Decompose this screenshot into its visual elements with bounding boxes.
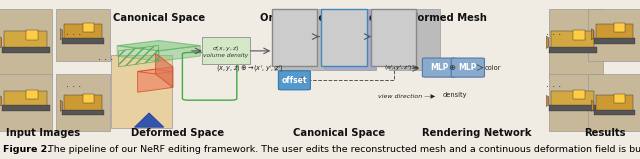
Text: $\sigma(x,y,z)$: $\sigma(x,y,z)$ [212,44,239,53]
Text: Deformed Mesh: Deformed Mesh [399,13,487,23]
FancyBboxPatch shape [274,9,324,70]
Polygon shape [591,100,594,111]
Polygon shape [547,36,549,48]
FancyBboxPatch shape [321,9,367,66]
Bar [551,31,595,48]
Polygon shape [60,29,63,40]
Text: · · ·: · · · [546,30,561,40]
Bar [2,105,50,111]
FancyBboxPatch shape [56,9,110,61]
Text: volume density: volume density [204,53,248,58]
Text: view direction —▶: view direction —▶ [378,93,435,98]
Bar [573,30,585,40]
Text: · · ·: · · · [98,55,113,65]
Polygon shape [117,46,159,61]
Bar [4,91,47,107]
Polygon shape [138,67,173,92]
Polygon shape [156,53,173,87]
Polygon shape [138,69,173,74]
Bar [596,24,633,40]
Text: · · ·: · · · [66,30,81,40]
Bar [63,38,104,44]
Bar [551,91,595,107]
Text: Canonical Space: Canonical Space [293,128,385,138]
Polygon shape [60,100,63,111]
FancyBboxPatch shape [549,74,603,131]
Bar [2,47,50,53]
Polygon shape [0,95,2,107]
Polygon shape [591,29,594,40]
FancyBboxPatch shape [389,9,440,70]
Polygon shape [547,95,549,107]
FancyBboxPatch shape [325,9,376,70]
Bar [83,94,93,103]
Text: Canonical Space: Canonical Space [113,13,205,23]
FancyBboxPatch shape [202,37,250,64]
FancyBboxPatch shape [111,55,172,128]
Bar [614,94,625,103]
FancyBboxPatch shape [588,74,640,131]
Text: color: color [485,65,502,71]
Polygon shape [117,41,200,51]
Bar [4,31,47,48]
Polygon shape [0,36,2,48]
Text: Deformed Space: Deformed Space [131,128,225,138]
FancyBboxPatch shape [549,9,603,77]
FancyBboxPatch shape [0,74,52,131]
Text: · · ·: · · · [546,83,561,92]
Text: $(e^\prime, y^\prime, z^\prime) \rightarrow$: $(e^\prime, y^\prime, z^\prime) \rightar… [384,63,419,73]
FancyBboxPatch shape [0,9,52,77]
Bar [573,90,585,99]
Text: Figure 2.: Figure 2. [3,145,51,154]
Text: User Editing: User Editing [333,13,403,23]
Text: Input Images: Input Images [6,128,81,138]
FancyBboxPatch shape [588,9,640,61]
Polygon shape [159,46,200,61]
Bar [83,23,93,32]
Text: $(x, y, z) \oplus\!\rightarrow\!(x^\prime, y^\prime, z^\prime)$: $(x, y, z) \oplus\!\rightarrow\!(x^\prim… [216,64,284,76]
Bar [65,24,102,40]
Text: · · ·: · · · [66,83,81,92]
FancyBboxPatch shape [451,58,484,77]
Bar [26,90,38,99]
FancyBboxPatch shape [371,9,416,66]
Text: $\oplus$: $\oplus$ [449,63,456,72]
Text: The pipeline of our NeRF editing framework. The user edits the reconstructed mes: The pipeline of our NeRF editing framewo… [45,145,640,154]
Bar [65,95,102,111]
FancyBboxPatch shape [278,71,310,90]
Bar [594,38,636,44]
Bar [549,47,597,53]
Polygon shape [134,113,164,127]
Bar [614,23,625,32]
Text: MLP: MLP [430,63,448,72]
Text: density: density [442,92,467,98]
Bar [596,95,633,111]
Bar [63,110,104,115]
FancyBboxPatch shape [272,9,317,66]
Text: Original Mesh: Original Mesh [260,13,339,23]
Bar [594,110,636,115]
Bar [549,105,597,111]
Text: Rendering Network: Rendering Network [422,128,532,138]
Text: MLP: MLP [459,63,477,72]
FancyBboxPatch shape [56,74,110,131]
FancyBboxPatch shape [422,58,456,77]
Text: offset: offset [282,76,307,85]
Bar [26,30,38,40]
Text: Results: Results [584,128,625,138]
